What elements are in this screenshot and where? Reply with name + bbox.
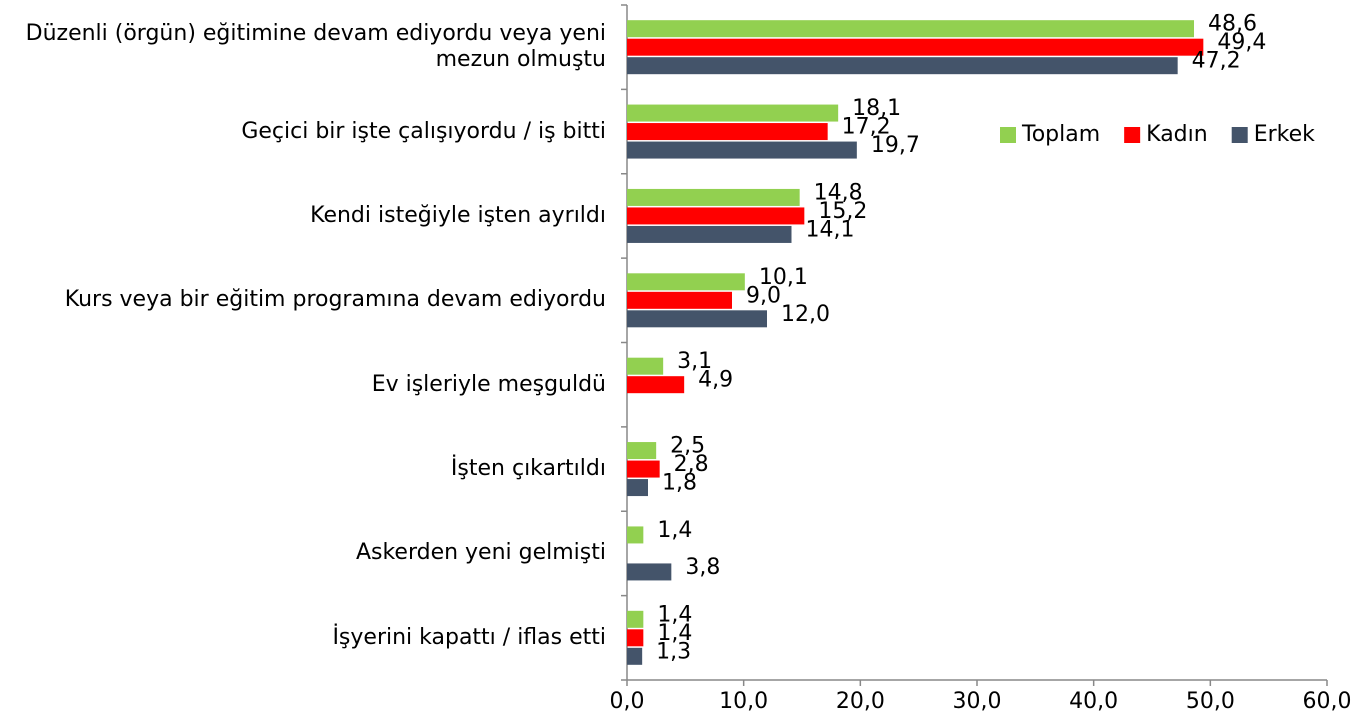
bar	[627, 20, 1194, 37]
value-label: 19,7	[871, 133, 920, 158]
category-label: Düzenli (örgün) eğitimine devam ediyordu…	[0, 21, 606, 73]
bar	[627, 310, 767, 327]
bar	[627, 442, 656, 459]
value-label: 47,2	[1192, 49, 1241, 74]
value-label: 1,4	[657, 518, 692, 543]
category-label: Askerden yeni gelmişti	[0, 540, 606, 566]
x-tick-label: 10,0	[719, 689, 768, 714]
x-tick-label: 50,0	[1186, 689, 1235, 714]
value-label: 12,0	[781, 302, 830, 327]
value-label: 3,8	[685, 555, 720, 580]
legend-swatch	[1124, 127, 1140, 143]
bar	[627, 376, 684, 393]
bar	[627, 461, 660, 478]
category-label: İşyerini kapattı / iflas etti	[0, 625, 606, 651]
bar	[627, 563, 671, 580]
value-label: 14,1	[806, 217, 855, 242]
bar	[627, 57, 1178, 74]
bar	[627, 189, 800, 206]
value-label: 4,9	[698, 368, 733, 393]
x-tick-label: 20,0	[836, 689, 885, 714]
bar	[627, 207, 804, 224]
legend-swatch	[1232, 127, 1248, 143]
bar	[627, 648, 642, 665]
bar	[627, 273, 745, 290]
category-label: Geçici bir işte çalışıyordu / iş bitti	[0, 119, 606, 145]
legend-label: Erkek	[1254, 122, 1315, 147]
value-label: 9,0	[746, 283, 781, 308]
bar	[627, 123, 828, 140]
bar	[627, 142, 857, 159]
bar	[627, 226, 792, 243]
category-label: Kendi isteğiyle işten ayrıldı	[0, 203, 606, 229]
bar	[627, 39, 1203, 56]
bar	[627, 292, 732, 309]
x-tick-label: 60,0	[1303, 689, 1352, 714]
x-tick-label: 0,0	[610, 689, 645, 714]
value-label: 1,8	[662, 471, 697, 496]
chart: 0,010,020,030,040,050,060,048,618,114,81…	[0, 0, 1368, 720]
value-label: 1,3	[656, 639, 691, 664]
bar	[627, 526, 643, 543]
category-label: İşten çıkartıldı	[0, 456, 606, 482]
bar	[627, 611, 643, 628]
bar	[627, 105, 838, 122]
bar	[627, 629, 643, 646]
bar	[627, 358, 663, 375]
category-label: Ev işleriyle meşguldü	[0, 372, 606, 398]
x-tick-label: 30,0	[953, 689, 1002, 714]
bar	[627, 479, 648, 496]
x-tick-label: 40,0	[1069, 689, 1118, 714]
category-label: Kurs veya bir eğitim programına devam ed…	[0, 287, 606, 313]
legend-swatch	[1000, 127, 1016, 143]
legend-label: Kadın	[1146, 122, 1208, 147]
chart-svg: 0,010,020,030,040,050,060,048,618,114,81…	[0, 0, 1368, 720]
legend-label: Toplam	[1021, 122, 1100, 147]
